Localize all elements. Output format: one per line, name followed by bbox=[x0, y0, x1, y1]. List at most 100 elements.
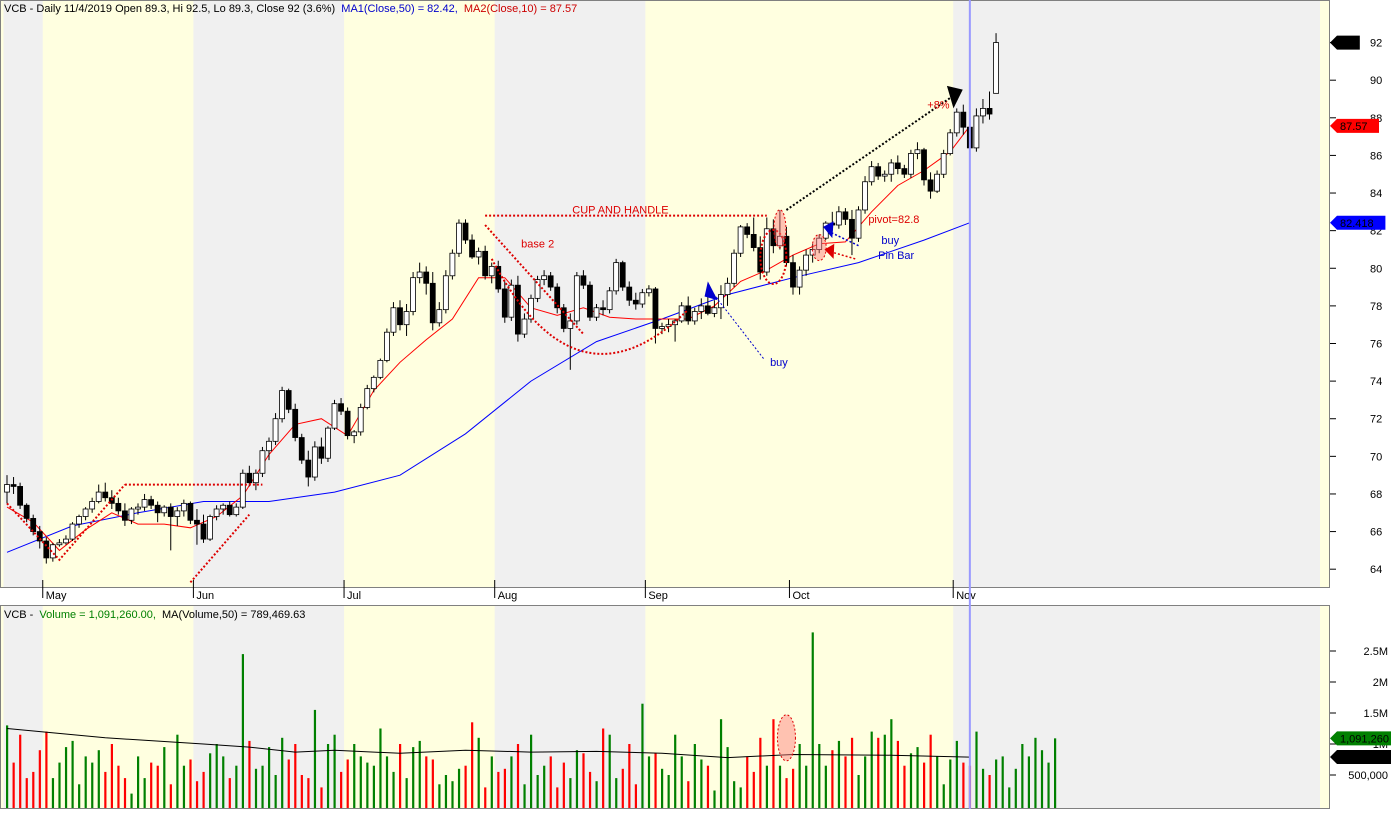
volume-ma-line bbox=[6, 728, 970, 759]
candle-body bbox=[901, 168, 908, 175]
ma2-info: MA2(Close,10) = 87.57 bbox=[464, 3, 577, 15]
volume-bar bbox=[412, 747, 415, 808]
candle-body bbox=[207, 516, 213, 540]
volume-bar bbox=[1014, 768, 1017, 808]
volume-bar bbox=[202, 771, 205, 808]
volume-band bbox=[494, 605, 646, 809]
annotation-text: +8% bbox=[927, 99, 950, 111]
candle-body bbox=[528, 297, 534, 320]
volume-bar bbox=[320, 787, 323, 808]
annotation-text: base 2 bbox=[521, 239, 554, 251]
candle-body bbox=[311, 446, 318, 478]
y-tick-label: 80 bbox=[1370, 263, 1382, 275]
volume-bar bbox=[667, 775, 670, 808]
candle-body bbox=[619, 262, 626, 288]
handle-ellipse bbox=[759, 228, 788, 285]
volume-bar bbox=[241, 654, 244, 808]
annotation-text: buy bbox=[881, 235, 899, 247]
candle-body bbox=[750, 234, 757, 248]
volume-bar bbox=[909, 753, 913, 808]
candle-body bbox=[423, 271, 430, 284]
vol-tick-label: 2.5M bbox=[1364, 646, 1388, 658]
volume-bar bbox=[307, 778, 310, 808]
volume-bar bbox=[588, 771, 592, 808]
volume-bar bbox=[693, 744, 696, 808]
volume-bar bbox=[995, 759, 998, 808]
annotation-text: Pin Bar bbox=[878, 250, 914, 262]
volume-bar bbox=[1034, 737, 1037, 808]
volume-bar bbox=[975, 731, 978, 808]
trend-arrow-line bbox=[785, 92, 958, 211]
volume-bar bbox=[798, 744, 801, 808]
candle-body bbox=[993, 42, 999, 94]
volume-bar bbox=[235, 765, 238, 808]
volume-bar bbox=[405, 778, 408, 808]
candle-body bbox=[659, 326, 665, 329]
volume-bar bbox=[261, 765, 264, 808]
volume-bar bbox=[457, 768, 461, 808]
candle-body bbox=[639, 292, 646, 305]
volume-bar bbox=[313, 709, 317, 808]
price-band bbox=[953, 0, 1320, 588]
candle-body bbox=[573, 275, 580, 322]
volume-bar bbox=[58, 762, 61, 808]
candle-body bbox=[469, 239, 475, 258]
volume-bar bbox=[97, 750, 100, 808]
volume-bar bbox=[857, 775, 860, 808]
volume-bar bbox=[281, 737, 284, 808]
candle-body bbox=[266, 440, 272, 452]
candle-body bbox=[344, 410, 351, 437]
candle-body bbox=[934, 173, 940, 192]
volume-bar bbox=[981, 768, 985, 808]
price-panel-frame bbox=[0, 0, 1330, 588]
volume-bar bbox=[1047, 762, 1050, 808]
volume-bar bbox=[1001, 756, 1004, 808]
trend-arrowhead bbox=[946, 85, 963, 109]
candle-body bbox=[731, 252, 737, 284]
volume-bar bbox=[634, 784, 637, 808]
candle-body bbox=[272, 418, 279, 442]
candle-body bbox=[298, 437, 305, 461]
volume-bar bbox=[372, 765, 375, 808]
volume-bar bbox=[38, 750, 41, 808]
candle-body bbox=[357, 407, 364, 433]
candle-body bbox=[135, 506, 141, 510]
volume-bar bbox=[877, 737, 880, 808]
pin-bar-arrowhead bbox=[824, 243, 835, 259]
candle-body bbox=[940, 153, 947, 175]
volume-ma-line bbox=[6, 728, 970, 759]
y-tick-label: 70 bbox=[1370, 451, 1382, 463]
volume-bar bbox=[706, 765, 710, 808]
x-tick-label: Oct bbox=[792, 590, 809, 602]
pivot-ellipse bbox=[773, 209, 787, 249]
volume-bar bbox=[431, 759, 434, 808]
volume-bar bbox=[32, 771, 35, 808]
volume-bar bbox=[628, 744, 631, 808]
candle-body bbox=[390, 307, 397, 333]
annotation-text: pivot=82.8 bbox=[868, 214, 919, 226]
volume-bar bbox=[359, 756, 362, 808]
volume-bar bbox=[477, 737, 480, 808]
candle-body bbox=[338, 403, 344, 412]
candle-body bbox=[541, 275, 547, 280]
volume-bar bbox=[765, 765, 768, 808]
volume-bar bbox=[248, 740, 251, 808]
candle-body bbox=[501, 288, 508, 318]
volume-bar bbox=[831, 750, 834, 808]
candle-body bbox=[318, 446, 325, 459]
candlestick-series bbox=[4, 33, 999, 564]
candle-body bbox=[246, 472, 253, 484]
pin-bar-ellipse bbox=[811, 234, 827, 262]
candle-body bbox=[495, 265, 502, 290]
y-tick-label: 90 bbox=[1370, 75, 1382, 87]
volume-bar bbox=[464, 765, 467, 808]
candle-body bbox=[488, 265, 495, 277]
volume-spike-ellipse bbox=[776, 714, 796, 762]
candle-body bbox=[652, 288, 659, 329]
volume-bar bbox=[955, 740, 958, 808]
value-badge bbox=[1330, 118, 1379, 133]
candle-body bbox=[927, 179, 934, 192]
candle-body bbox=[508, 284, 515, 318]
volume-bar bbox=[287, 759, 290, 808]
